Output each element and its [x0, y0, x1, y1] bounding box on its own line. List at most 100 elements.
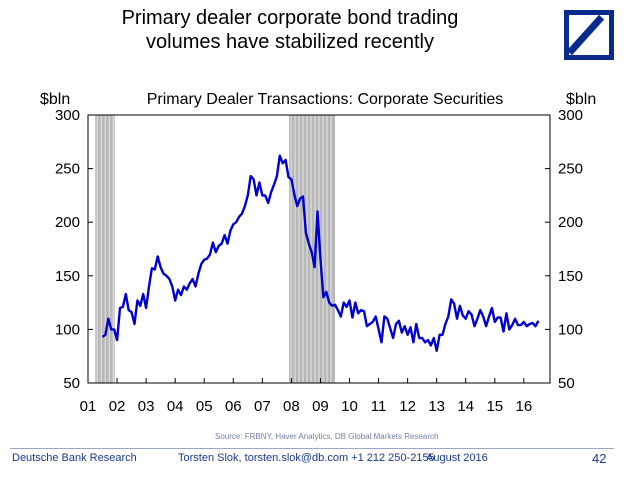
- data-point: [311, 252, 312, 253]
- data-point: [378, 329, 379, 330]
- data-point: [302, 196, 303, 197]
- data-point: [186, 289, 187, 290]
- data-point: [413, 342, 414, 343]
- data-point: [340, 316, 341, 317]
- data-point: [398, 320, 399, 321]
- data-point: [143, 293, 144, 294]
- source-note: Source: FRBNY, Haver Analytics, DB Globa…: [215, 432, 439, 441]
- data-point: [448, 316, 449, 317]
- data-point: [282, 163, 283, 164]
- data-point: [195, 286, 196, 287]
- data-point: [134, 323, 135, 324]
- data-point: [520, 325, 521, 326]
- y-tick-label-left-50: 50: [63, 375, 80, 392]
- data-point: [381, 342, 382, 343]
- data-point: [343, 302, 344, 303]
- data-point: [256, 195, 257, 196]
- data-point: [462, 315, 463, 316]
- data-point: [201, 263, 202, 264]
- data-point: [253, 179, 254, 180]
- data-point: [157, 256, 158, 257]
- data-point: [416, 323, 417, 324]
- data-point: [177, 289, 178, 290]
- data-point: [500, 317, 501, 318]
- data-point: [198, 273, 199, 274]
- data-point: [163, 273, 164, 274]
- data-point: [439, 334, 440, 335]
- data-point: [515, 318, 516, 319]
- data-point: [395, 323, 396, 324]
- data-point: [424, 342, 425, 343]
- series-line-0: [101, 154, 540, 352]
- y-tick-label-right-150: 150: [558, 268, 583, 285]
- data-point: [207, 258, 208, 259]
- data-point: [497, 317, 498, 318]
- data-point: [288, 177, 289, 178]
- data-point: [532, 322, 533, 323]
- data-point: [451, 299, 452, 300]
- data-point: [250, 176, 251, 177]
- series-layer: [101, 154, 540, 352]
- data-point: [436, 350, 437, 351]
- x-tick-label-11: 11: [371, 398, 387, 415]
- data-point: [131, 312, 132, 313]
- x-tick-label-05: 05: [196, 398, 213, 415]
- recession-bands: [95, 115, 335, 383]
- data-point: [352, 317, 353, 318]
- data-point: [331, 305, 332, 306]
- data-point: [485, 326, 486, 327]
- data-point: [308, 243, 309, 244]
- data-point: [372, 321, 373, 322]
- data-point: [506, 313, 507, 314]
- data-point: [105, 334, 106, 335]
- data-point: [361, 310, 362, 311]
- data-point: [355, 302, 356, 303]
- data-point: [480, 310, 481, 311]
- data-point: [323, 297, 324, 298]
- x-tick-label-10: 10: [341, 398, 358, 415]
- data-point: [209, 254, 210, 255]
- data-point: [477, 318, 478, 319]
- data-point: [366, 326, 367, 327]
- data-point: [410, 327, 411, 328]
- data-point: [151, 268, 152, 269]
- data-point: [102, 336, 103, 337]
- data-point: [224, 234, 225, 235]
- x-tick-label-08: 08: [283, 398, 300, 415]
- chart: 50 50 100 100 150 150 200 200 250 250 300 300 01 02 03…: [40, 91, 596, 415]
- data-point: [517, 325, 518, 326]
- x-tick-label-02: 02: [109, 398, 126, 415]
- data-point: [494, 321, 495, 322]
- data-point: [320, 259, 321, 260]
- data-point: [270, 192, 271, 193]
- data-point: [183, 286, 184, 287]
- data-point: [334, 304, 335, 305]
- x-tick-label-14: 14: [457, 398, 474, 415]
- x-tick-label-12: 12: [399, 398, 416, 415]
- data-point: [363, 311, 364, 312]
- data-point: [148, 286, 149, 287]
- data-point: [317, 211, 318, 212]
- footer-page-number: 42: [592, 451, 607, 466]
- data-point: [279, 155, 280, 156]
- plot-frame: [87, 114, 551, 384]
- data-point: [526, 326, 527, 327]
- y-tick-label-left-250: 250: [55, 161, 80, 178]
- data-point: [407, 334, 408, 335]
- data-point: [233, 224, 234, 225]
- data-point: [146, 307, 147, 308]
- data-point: [529, 323, 530, 324]
- y-tick-label-left-100: 100: [55, 321, 80, 338]
- data-point: [387, 318, 388, 319]
- data-point: [300, 198, 301, 199]
- data-point: [268, 202, 269, 203]
- data-point: [273, 184, 274, 185]
- chart-title: Primary Dealer Transactions: Corporate S…: [147, 91, 504, 108]
- data-point: [401, 332, 402, 333]
- data-point: [390, 328, 391, 329]
- x-tick-label-06: 06: [225, 398, 242, 415]
- y-tick-label-right-250: 250: [558, 161, 583, 178]
- deutsche-bank-logo-icon: [564, 10, 614, 60]
- data-point: [427, 340, 428, 341]
- x-tick-label-03: 03: [138, 398, 155, 415]
